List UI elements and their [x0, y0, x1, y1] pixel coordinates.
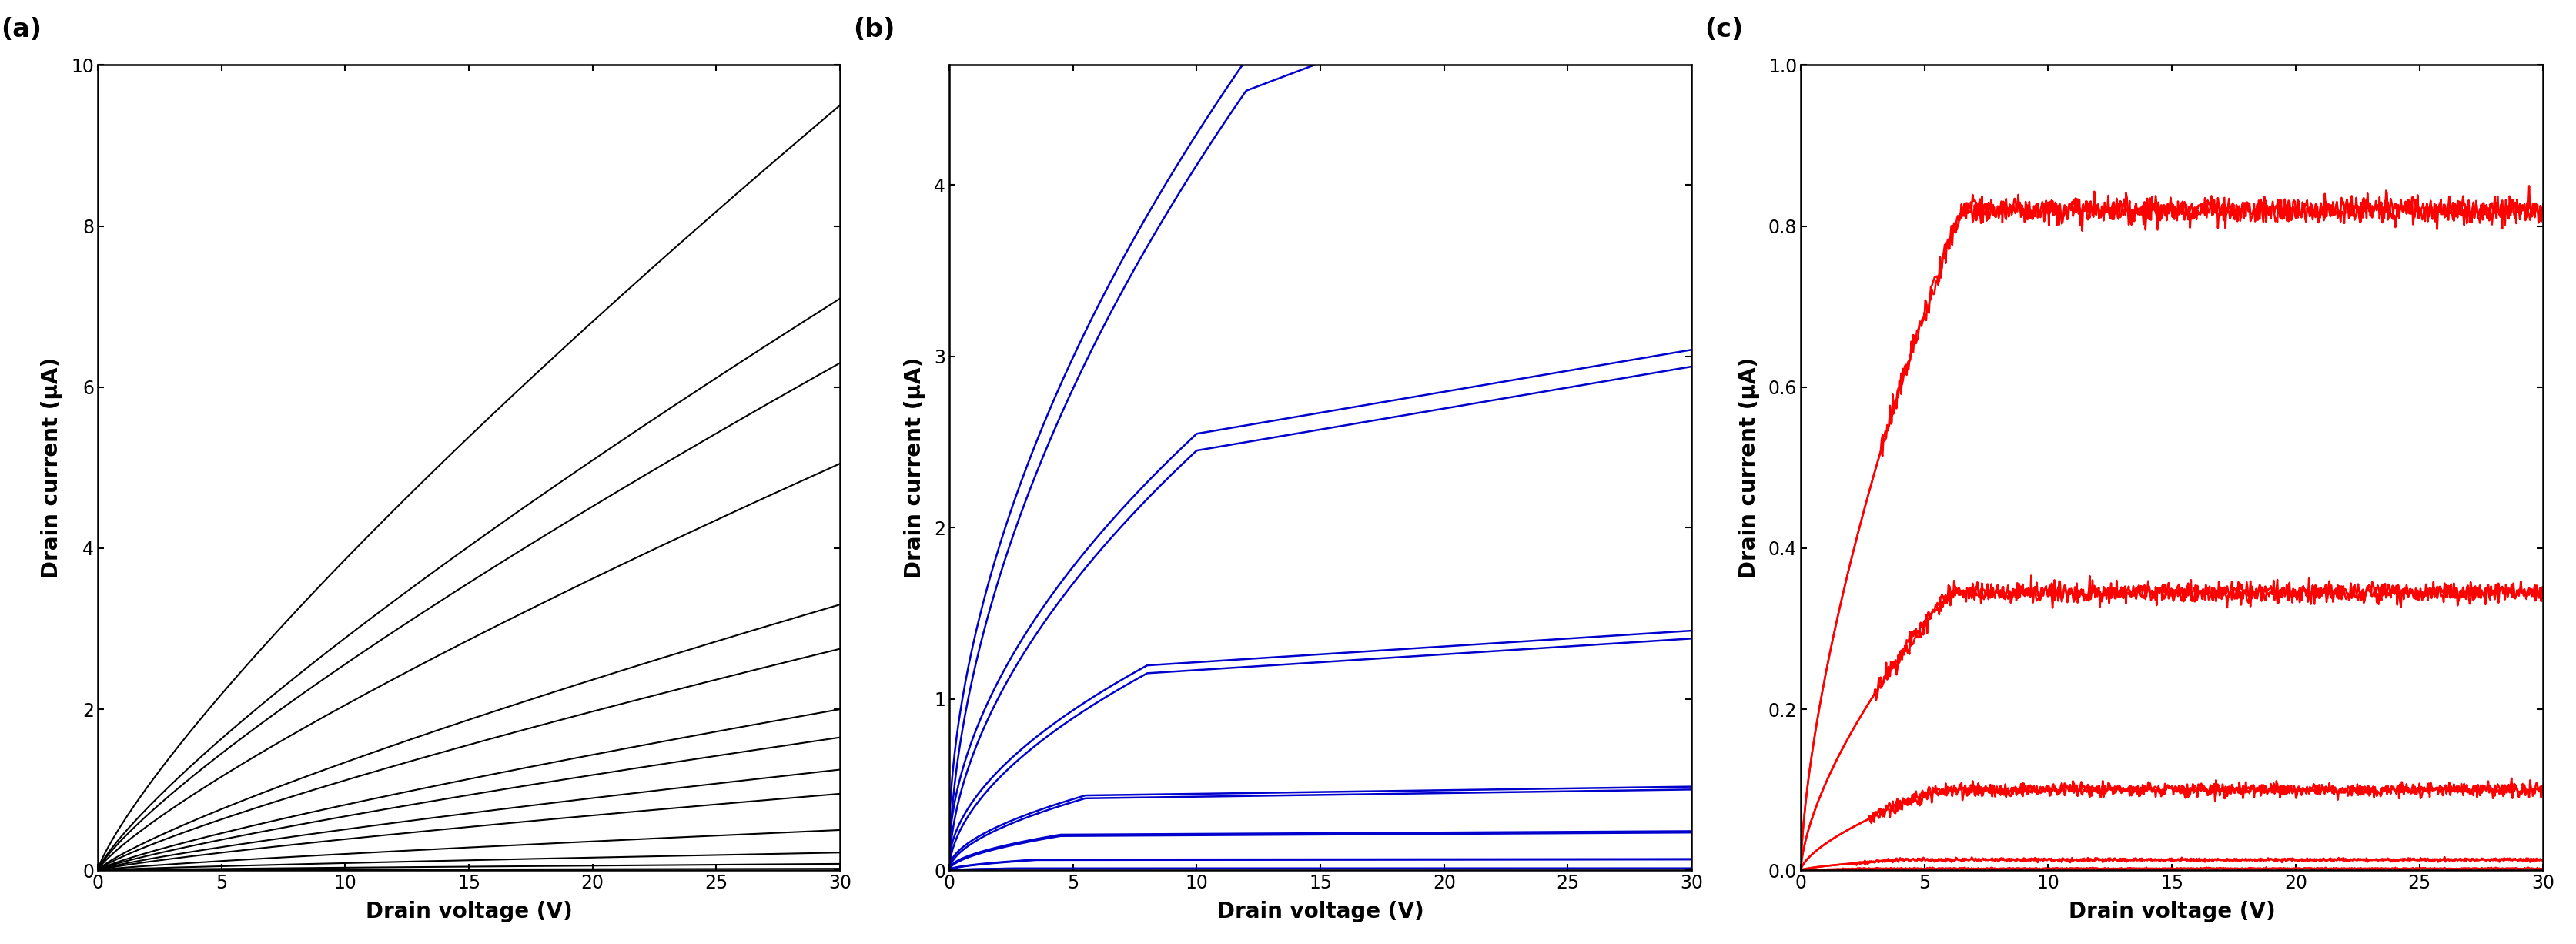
Text: (b): (b): [853, 17, 894, 42]
X-axis label: Drain voltage (V): Drain voltage (V): [1216, 902, 1425, 922]
X-axis label: Drain voltage (V): Drain voltage (V): [2069, 902, 2275, 922]
Y-axis label: Drain current (μA): Drain current (μA): [904, 357, 925, 579]
Y-axis label: Drain current (μA): Drain current (μA): [1739, 357, 1759, 579]
Y-axis label: Drain current (μA): Drain current (μA): [41, 357, 62, 579]
Text: (c): (c): [1705, 17, 1744, 42]
X-axis label: Drain voltage (V): Drain voltage (V): [366, 902, 572, 922]
Text: (a): (a): [0, 17, 41, 42]
